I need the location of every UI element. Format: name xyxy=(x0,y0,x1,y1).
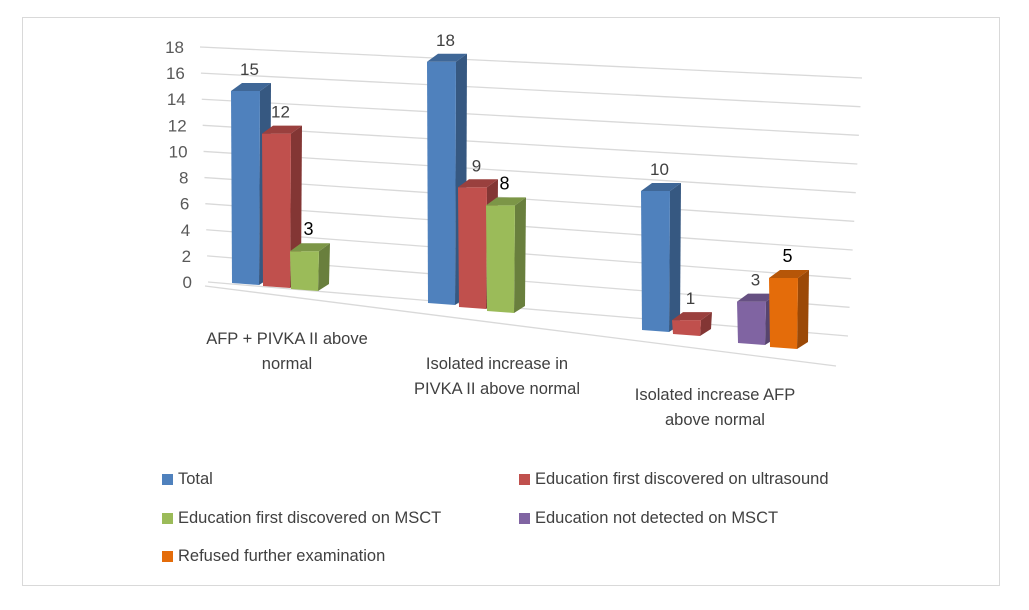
gridline xyxy=(201,98,859,136)
legend-item: Education first discovered on ultrasound xyxy=(519,470,829,489)
legend-item: Education not detected on MSCT xyxy=(519,509,778,528)
data-labels: 15 12 3 18 98 10 1 3 5 xyxy=(240,31,792,308)
floor-edge xyxy=(204,285,837,367)
y-tick-label: 6 xyxy=(180,195,189,214)
data-label: 9 xyxy=(472,156,481,175)
gridline xyxy=(206,229,852,280)
data-label: 3 xyxy=(303,219,313,239)
data-label: 12 xyxy=(271,103,290,122)
bar-refused-further-examination-2 xyxy=(769,270,809,349)
gridline xyxy=(205,203,853,251)
bar-education-first-discovered-on-ultrasound-2 xyxy=(672,312,712,336)
legend-swatch xyxy=(162,474,173,485)
y-tick-label: 4 xyxy=(181,221,190,240)
gridline xyxy=(202,124,858,165)
legend-label: Education not detected on MSCT xyxy=(535,509,779,527)
legend-item: Total xyxy=(162,470,213,489)
legend-swatch xyxy=(162,551,173,562)
legend-label: Education first discovered on ultrasound xyxy=(535,470,829,488)
bar-education-first-discovered-on-msct-0 xyxy=(290,243,330,291)
legend-label: Total xyxy=(178,470,213,488)
bars xyxy=(231,53,809,349)
data-label: 8 xyxy=(499,173,509,193)
y-axis-ticks: 0 2 4 6 8 10 12 14 16 18 xyxy=(165,38,192,292)
legend-item: Education first discovered on MSCT xyxy=(162,509,441,528)
category-label: Isolated increase AFP xyxy=(635,386,796,404)
legend-label: Refused further examination xyxy=(178,547,386,565)
bar-total-2 xyxy=(641,183,681,332)
data-label: 10 xyxy=(650,160,669,179)
category-label: AFP + PIVKA II above xyxy=(206,330,368,348)
data-label: 18 xyxy=(436,31,455,50)
y-tick-label: 14 xyxy=(167,90,186,109)
legend-item: Refused further examination xyxy=(162,547,385,566)
category-label: Isolated increase in xyxy=(426,355,568,373)
y-tick-label: 18 xyxy=(165,38,184,57)
legend-swatch xyxy=(519,513,530,524)
y-tick-label: 16 xyxy=(166,64,185,83)
category-label: above normal xyxy=(665,411,765,429)
gridline xyxy=(199,46,863,79)
category-label: PIVKA II above normal xyxy=(414,380,580,398)
y-tick-label: 8 xyxy=(179,169,188,188)
y-tick-label: 10 xyxy=(169,142,188,161)
y-tick-label: 2 xyxy=(182,247,191,266)
y-tick-label: 12 xyxy=(168,116,187,135)
legend-swatch xyxy=(519,474,530,485)
gridline xyxy=(200,72,861,108)
legend-swatch xyxy=(162,513,173,524)
data-label: 1 xyxy=(686,289,695,308)
gridline xyxy=(203,150,856,194)
data-label: 3 xyxy=(751,271,760,290)
gridline xyxy=(204,176,855,222)
y-tick-label: 0 xyxy=(183,273,192,292)
data-label: 5 xyxy=(782,246,792,266)
legend-label: Education first discovered on MSCT xyxy=(178,509,442,527)
bar-education-first-discovered-on-msct-1 xyxy=(486,197,526,313)
category-label: normal xyxy=(262,355,312,373)
data-label: 15 xyxy=(240,60,259,79)
category-labels: AFP + PIVKA II above normal Isolated incre… xyxy=(206,330,795,429)
